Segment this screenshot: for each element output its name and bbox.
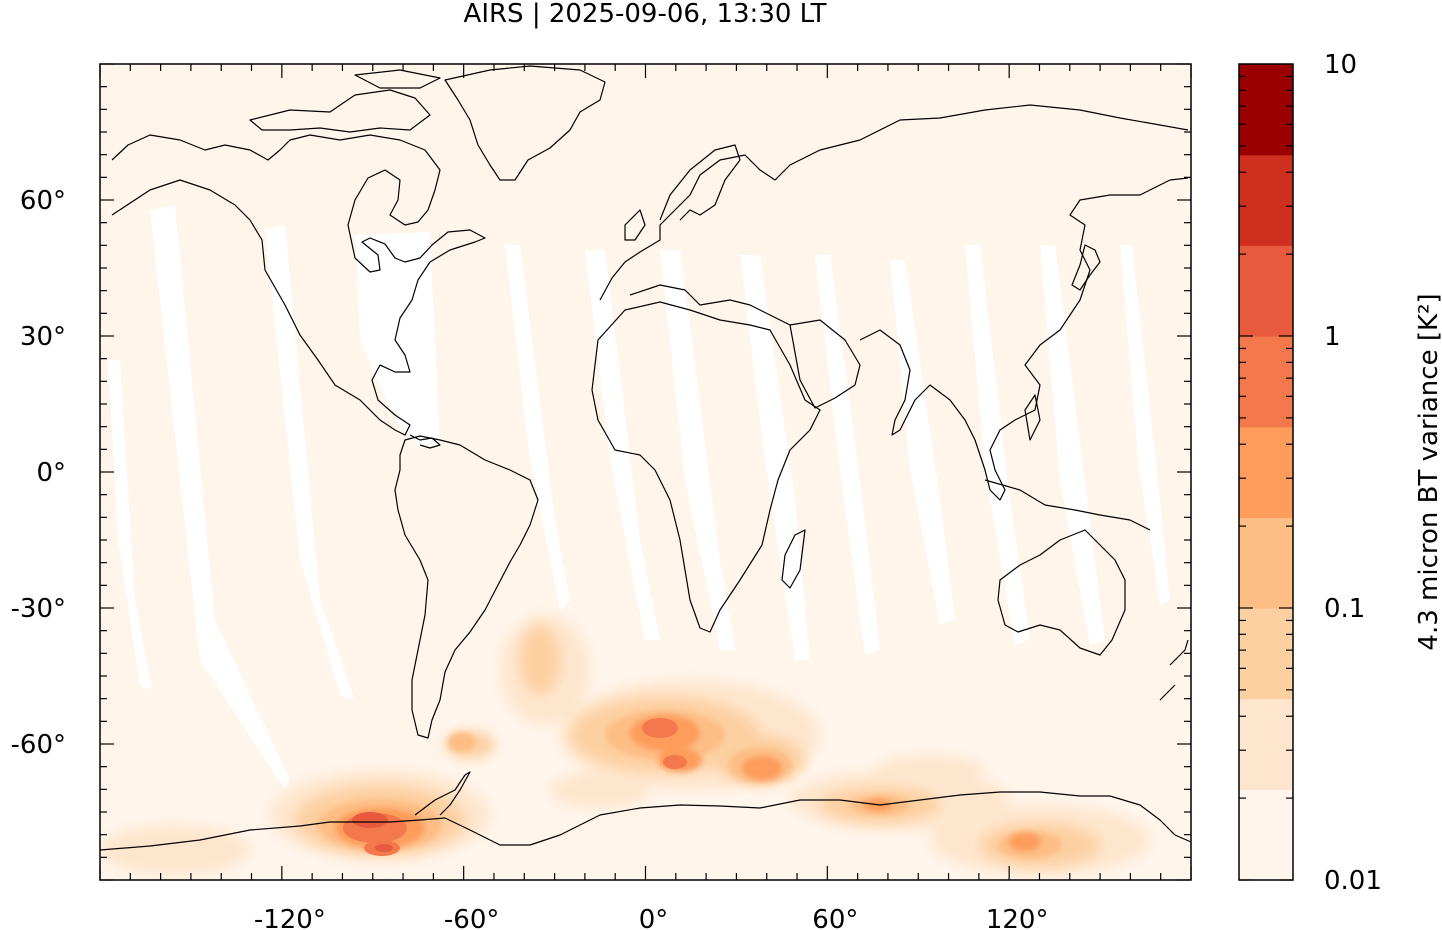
coastline-north-america [111,134,486,436]
y-tick-labels: 60° 30° 0° -30° -60° [11,186,66,760]
coastline-arctic-islands-2 [354,69,441,89]
colorbar [1238,63,1294,881]
colorbar-segment [1239,245,1293,337]
coastline-africa [591,301,821,633]
colorbar-segment [1239,426,1293,518]
colorbar-segment [1239,64,1293,156]
orbit-gap [890,260,955,625]
orbit-gap [265,225,355,700]
colorbar-segment [1239,698,1293,790]
coastline-europe [599,104,1189,301]
field-contour [375,844,393,852]
coastline-scandinavia [659,144,741,221]
field-contour [520,625,560,695]
y-tick-label: -60° [11,730,66,760]
orbit-gap [740,255,810,660]
coastline-arabia [789,319,861,409]
orbit-gap [1120,245,1170,605]
orbit-gap [815,255,880,655]
coastline-antarctica [100,791,1191,851]
x-tick-labels: -120° -60° 0° 60° 120° [254,905,1049,930]
coastline-asia [859,177,1189,501]
field-contour [663,755,687,769]
coastline-australia [997,529,1126,656]
x-tick-label: -60° [444,905,499,930]
colorbar-tick-label: 0.01 [1324,866,1382,896]
colorbar-segment [1239,154,1293,246]
colorbar-ticks [1239,75,1293,881]
plot-title: AIRS | 2025-09-06, 13:30 LT [463,0,827,29]
orbit-gap [1040,245,1105,645]
map-ticks [99,63,1192,881]
field-contour [550,772,650,808]
colorbar-tick-labels: 10 1 0.1 0.01 [1324,50,1382,896]
colorbar-frame [1238,63,1294,881]
coastline-south-america [394,435,539,739]
x-tick-label: 120° [986,905,1049,930]
colorbar-segment [1239,336,1293,428]
coastline-japan [1071,244,1101,291]
colorbar-segment [1239,517,1293,609]
field-contour [742,756,782,780]
field-contour [352,812,388,828]
coastline-central-america [409,434,441,449]
y-tick-label: 0° [36,458,66,488]
field-contour [642,718,678,738]
orbit-gaps [108,205,1170,790]
y-tick-label: 30° [20,322,66,352]
coastline-madagascar [781,529,806,589]
coastline-arctic-islands [249,89,431,133]
field-contour [100,825,250,875]
orbit-gap [505,245,570,610]
coastline-british-isles [624,209,646,241]
x-tick-label: 60° [812,905,858,930]
field-contour [875,755,985,785]
coastline-indonesia [984,479,1151,531]
x-tick-label: 0° [639,905,669,930]
orbit-gap [585,250,660,640]
colorbar-label: 4.3 micron BT variance [K²] [1414,293,1442,650]
colorbar-segment [1239,608,1293,700]
coastline-mediterranean [629,284,791,326]
colorbar-segment [1239,789,1293,881]
coastline-new-zealand [1159,639,1189,701]
orbit-gap [150,205,290,790]
colorbar-tick-label: 1 [1324,322,1341,352]
coastline-antarctic-peninsula [414,771,471,816]
field-contour [1009,833,1041,851]
y-tick-label: 60° [20,186,66,216]
coastline-philippines [1024,394,1041,441]
y-tick-label: -30° [11,594,66,624]
colorbar-tick-label: 10 [1324,50,1357,80]
field-contour [448,732,476,752]
x-tick-label: -120° [254,905,326,930]
orbit-gap [965,245,1030,645]
coastline-greenland [444,65,606,181]
orbit-gap [355,232,440,448]
orbit-gap [108,360,152,690]
colorbar-tick-label: 0.1 [1324,594,1365,624]
variance-field [100,615,1150,875]
orbit-gap [660,250,735,650]
coastlines [100,65,1191,851]
